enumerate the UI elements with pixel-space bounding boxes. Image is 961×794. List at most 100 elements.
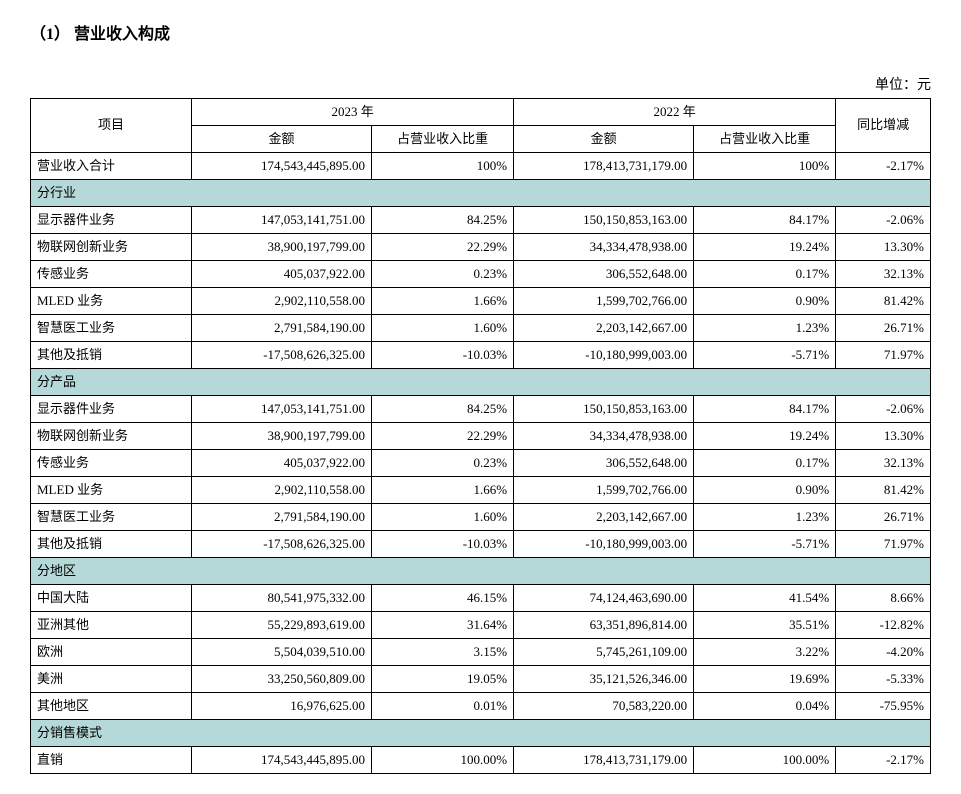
cell-label: 显示器件业务 — [31, 396, 192, 423]
cell-pct-2022: 84.17% — [694, 207, 836, 234]
cell-pct-2023: 22.29% — [372, 423, 514, 450]
cell-label: 美洲 — [31, 666, 192, 693]
cell-amount-2022: 35,121,526,346.00 — [514, 666, 694, 693]
cell-amount-2022: 150,150,853,163.00 — [514, 396, 694, 423]
cell-label: 其他及抵销 — [31, 342, 192, 369]
cell-yoy: -4.20% — [836, 639, 931, 666]
cell-pct-2022: 0.04% — [694, 693, 836, 720]
cell-pct-2023: 31.64% — [372, 612, 514, 639]
th-pct-2023: 占营业收入比重 — [372, 126, 514, 153]
cell-amount-2022: 34,334,478,938.00 — [514, 423, 694, 450]
cell-yoy: 81.42% — [836, 288, 931, 315]
cell-amount-2023: 38,900,197,799.00 — [192, 234, 372, 261]
cell-yoy: 71.97% — [836, 531, 931, 558]
cell-pct-2023: 100% — [372, 153, 514, 180]
cell-amount-2022: 306,552,648.00 — [514, 450, 694, 477]
cell-yoy: -5.33% — [836, 666, 931, 693]
cell-label: 欧洲 — [31, 639, 192, 666]
table-row: 物联网创新业务38,900,197,799.0022.29%34,334,478… — [31, 234, 931, 261]
th-item: 项目 — [31, 99, 192, 153]
cell-pct-2023: 1.66% — [372, 477, 514, 504]
cell-label: MLED 业务 — [31, 477, 192, 504]
table-row: 其他地区16,976,625.000.01%70,583,220.000.04%… — [31, 693, 931, 720]
cell-pct-2023: -10.03% — [372, 531, 514, 558]
cell-pct-2022: 0.17% — [694, 450, 836, 477]
cell-amount-2022: 178,413,731,179.00 — [514, 153, 694, 180]
cell-yoy: 32.13% — [836, 450, 931, 477]
cell-label: 显示器件业务 — [31, 207, 192, 234]
cell-pct-2023: 0.01% — [372, 693, 514, 720]
cell-amount-2022: 150,150,853,163.00 — [514, 207, 694, 234]
cell-amount-2022: -10,180,999,003.00 — [514, 531, 694, 558]
cell-label: 物联网创新业务 — [31, 234, 192, 261]
table-row: 物联网创新业务38,900,197,799.0022.29%34,334,478… — [31, 423, 931, 450]
cell-pct-2022: 0.17% — [694, 261, 836, 288]
cell-amount-2023: 174,543,445,895.00 — [192, 153, 372, 180]
cell-amount-2022: 306,552,648.00 — [514, 261, 694, 288]
section-header-row: 分行业 — [31, 180, 931, 207]
cell-label: 传感业务 — [31, 450, 192, 477]
cell-pct-2022: 0.90% — [694, 288, 836, 315]
cell-pct-2022: 35.51% — [694, 612, 836, 639]
cell-yoy: 26.71% — [836, 504, 931, 531]
cell-pct-2022: -5.71% — [694, 342, 836, 369]
cell-amount-2023: 2,902,110,558.00 — [192, 288, 372, 315]
revenue-table: 项目 2023 年 2022 年 同比增减 金额 占营业收入比重 金额 占营业收… — [30, 98, 931, 774]
cell-pct-2022: 19.69% — [694, 666, 836, 693]
cell-yoy: -12.82% — [836, 612, 931, 639]
table-row: 中国大陆80,541,975,332.0046.15%74,124,463,69… — [31, 585, 931, 612]
cell-label: 传感业务 — [31, 261, 192, 288]
cell-amount-2023: 80,541,975,332.00 — [192, 585, 372, 612]
cell-pct-2023: 0.23% — [372, 450, 514, 477]
th-year-2022: 2022 年 — [514, 99, 836, 126]
cell-amount-2022: 1,599,702,766.00 — [514, 288, 694, 315]
table-row: MLED 业务2,902,110,558.001.66%1,599,702,76… — [31, 288, 931, 315]
cell-amount-2023: 405,037,922.00 — [192, 450, 372, 477]
cell-amount-2023: 55,229,893,619.00 — [192, 612, 372, 639]
cell-pct-2022: 100% — [694, 153, 836, 180]
cell-yoy: -75.95% — [836, 693, 931, 720]
cell-pct-2023: 84.25% — [372, 396, 514, 423]
table-row: 欧洲5,504,039,510.003.15%5,745,261,109.003… — [31, 639, 931, 666]
cell-yoy: 8.66% — [836, 585, 931, 612]
table-row: 显示器件业务147,053,141,751.0084.25%150,150,85… — [31, 207, 931, 234]
table-row: 其他及抵销-17,508,626,325.00-10.03%-10,180,99… — [31, 531, 931, 558]
section-header-cell: 分产品 — [31, 369, 931, 396]
cell-amount-2022: 5,745,261,109.00 — [514, 639, 694, 666]
cell-yoy: -2.06% — [836, 396, 931, 423]
cell-label: 亚洲其他 — [31, 612, 192, 639]
cell-pct-2022: 1.23% — [694, 504, 836, 531]
cell-label: 营业收入合计 — [31, 153, 192, 180]
cell-pct-2023: 0.23% — [372, 261, 514, 288]
cell-yoy: -2.17% — [836, 153, 931, 180]
cell-amount-2023: 5,504,039,510.00 — [192, 639, 372, 666]
table-body: 营业收入合计174,543,445,895.00100%178,413,731,… — [31, 153, 931, 774]
section-header-row: 分产品 — [31, 369, 931, 396]
cell-amount-2023: 38,900,197,799.00 — [192, 423, 372, 450]
cell-amount-2023: 405,037,922.00 — [192, 261, 372, 288]
table-row: MLED 业务2,902,110,558.001.66%1,599,702,76… — [31, 477, 931, 504]
unit-label: 单位：元 — [30, 74, 931, 94]
cell-amount-2023: -17,508,626,325.00 — [192, 531, 372, 558]
cell-amount-2022: -10,180,999,003.00 — [514, 342, 694, 369]
cell-pct-2022: 19.24% — [694, 234, 836, 261]
cell-label: 智慧医工业务 — [31, 315, 192, 342]
cell-amount-2022: 2,203,142,667.00 — [514, 504, 694, 531]
section-header-cell: 分行业 — [31, 180, 931, 207]
cell-pct-2023: 46.15% — [372, 585, 514, 612]
cell-yoy: 13.30% — [836, 234, 931, 261]
table-row: 智慧医工业务2,791,584,190.001.60%2,203,142,667… — [31, 315, 931, 342]
cell-label: 中国大陆 — [31, 585, 192, 612]
cell-label: 其他及抵销 — [31, 531, 192, 558]
cell-amount-2022: 1,599,702,766.00 — [514, 477, 694, 504]
cell-pct-2022: 41.54% — [694, 585, 836, 612]
table-row: 其他及抵销-17,508,626,325.00-10.03%-10,180,99… — [31, 342, 931, 369]
cell-amount-2022: 74,124,463,690.00 — [514, 585, 694, 612]
cell-pct-2023: 1.60% — [372, 315, 514, 342]
cell-label: 智慧医工业务 — [31, 504, 192, 531]
cell-pct-2023: 3.15% — [372, 639, 514, 666]
cell-pct-2023: 1.66% — [372, 288, 514, 315]
cell-pct-2022: 1.23% — [694, 315, 836, 342]
cell-pct-2023: 22.29% — [372, 234, 514, 261]
cell-yoy: 81.42% — [836, 477, 931, 504]
